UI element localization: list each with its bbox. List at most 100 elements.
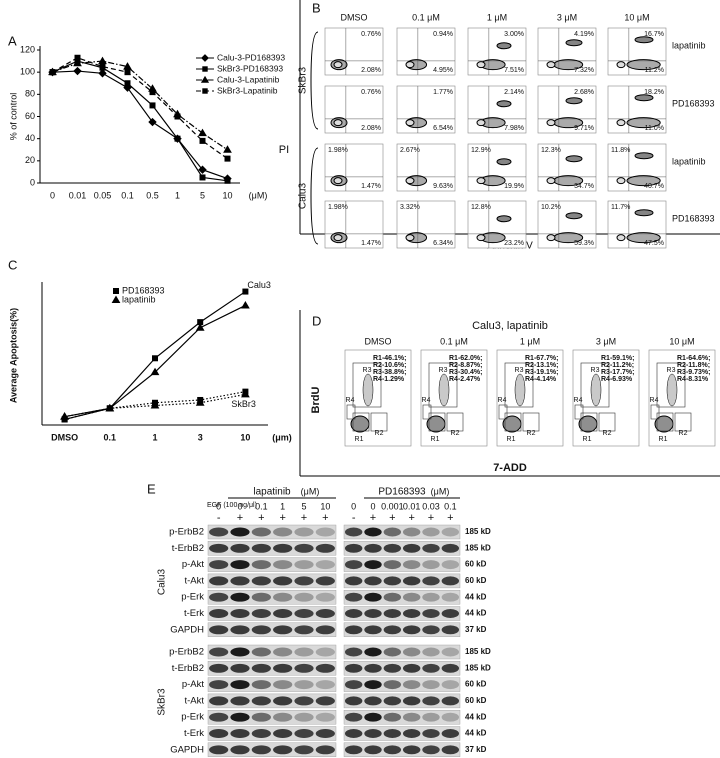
population [565, 155, 583, 163]
band [402, 543, 421, 553]
population [634, 94, 654, 102]
marker [198, 128, 207, 137]
population [350, 415, 370, 433]
population [405, 119, 415, 127]
gate-label: R2 [603, 430, 612, 437]
population [634, 152, 654, 160]
band [344, 680, 363, 690]
band [441, 592, 460, 602]
gate-label: R3 [591, 367, 600, 374]
band [364, 609, 382, 618]
band [383, 680, 402, 690]
drug-name: lapatinib [253, 487, 291, 498]
panel-label: D [312, 313, 321, 328]
band [251, 592, 271, 602]
marker [124, 80, 131, 87]
marker [111, 295, 121, 303]
gate [574, 404, 584, 420]
egf-sign: - [352, 512, 356, 524]
gate-label: R4 [346, 397, 355, 404]
egf-sign: + [408, 512, 414, 524]
band [251, 663, 271, 673]
gate-label: R3 [363, 367, 372, 374]
band [402, 527, 421, 537]
quadrant-percent: 2.67% [400, 147, 420, 154]
series-line [52, 70, 228, 180]
gate-stat: R4-6.93% [601, 376, 633, 383]
protein-label: GAPDH [170, 624, 204, 635]
gate-label: R1 [431, 436, 440, 443]
band [315, 576, 335, 586]
dose: 1 [280, 501, 285, 511]
band [422, 696, 440, 706]
gate [370, 412, 388, 432]
y-axis-label: Average Apoptosis(%) [8, 308, 18, 403]
band [230, 592, 250, 602]
gate-stat: R1-62.0%; [449, 355, 482, 362]
y-tick-label: 20 [25, 155, 35, 165]
series-line [52, 60, 228, 151]
band [344, 560, 363, 570]
band [251, 696, 271, 706]
band [441, 696, 460, 706]
gate [650, 404, 660, 420]
size-label: 60 kD [465, 560, 487, 569]
population [438, 373, 450, 407]
protein-label: p-Akt [182, 559, 205, 570]
marker [149, 102, 156, 109]
gate [522, 412, 540, 432]
band [209, 592, 229, 602]
gate-label: R2 [375, 430, 384, 437]
band [441, 609, 460, 618]
quadrant-percent: 7.32% [574, 67, 594, 74]
drug-unit: (μM) [431, 486, 450, 496]
band [422, 680, 440, 690]
band [422, 663, 440, 673]
band [294, 712, 314, 722]
y-tick-label: 40 [25, 133, 35, 143]
marker [49, 69, 56, 76]
population [426, 415, 446, 433]
x-tick-label: 3 [198, 432, 203, 442]
band [441, 625, 460, 635]
egf-sign: + [447, 512, 453, 524]
marker [73, 66, 82, 76]
column-header: DMSO [341, 12, 368, 22]
band [422, 729, 440, 738]
egf-sign: + [258, 512, 264, 524]
band [344, 576, 363, 586]
band [209, 745, 229, 755]
x-tick-label: 0 [50, 190, 55, 200]
band [315, 712, 335, 722]
band [209, 560, 229, 570]
band [402, 663, 421, 673]
cell-line-label: Calu3 [157, 569, 168, 596]
band [251, 625, 271, 635]
population [578, 415, 598, 433]
protein-label: t-Akt [184, 695, 204, 706]
band [364, 729, 382, 738]
y-tick-label: 80 [25, 89, 35, 99]
band [209, 576, 229, 586]
gate-stat: R2-11.8%; [677, 362, 710, 369]
population [590, 373, 602, 407]
band [315, 527, 335, 537]
column-header: 1 μM [487, 12, 507, 22]
x-tick-label: 0.1 [104, 432, 117, 442]
row-label: PD168393 [672, 213, 715, 223]
gate-stat: R3-30.4%; [449, 369, 482, 376]
population [496, 215, 512, 223]
size-label: 185 kD [465, 663, 491, 672]
band [383, 647, 402, 657]
quadrant-percent: 7.98% [504, 125, 524, 132]
population [333, 177, 343, 185]
band [383, 745, 402, 755]
band [315, 592, 335, 602]
y-tick-label: 100 [20, 67, 35, 77]
band [294, 543, 314, 553]
population [496, 100, 512, 108]
quadrant-percent: 3.32% [400, 204, 420, 211]
band [315, 647, 335, 657]
band [344, 745, 363, 755]
band [344, 609, 363, 618]
